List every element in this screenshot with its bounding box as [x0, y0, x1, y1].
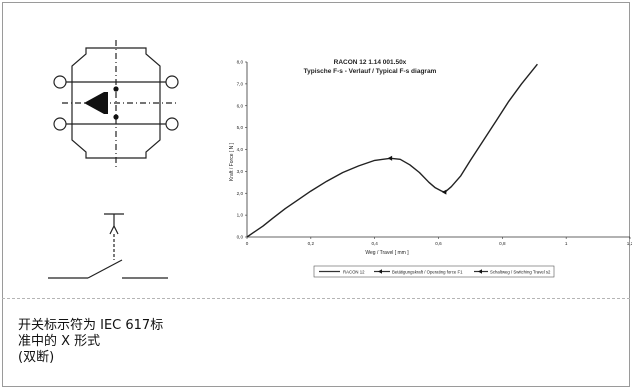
legend-entry-2: Betätigungskraft / Operating force F1 — [392, 270, 463, 275]
x-tick-label: 0 — [246, 241, 249, 246]
switch-schematic — [48, 40, 179, 279]
y-tick-label: 1,0 — [237, 213, 244, 218]
y-tick-label: 2,0 — [237, 191, 244, 196]
symbol-caption: 开关标示符为 IEC 617标 准中的 X 形式 (双断) — [18, 318, 218, 366]
contact-dot — [113, 114, 119, 120]
y-tick-label: 4,0 — [237, 147, 244, 152]
y-axis-label: Kraft / Force [ N ] — [229, 142, 235, 181]
y-tick-label: 0,0 — [237, 235, 244, 240]
contact-dot — [113, 86, 119, 92]
legend-marker-arrow-icon — [378, 269, 382, 274]
caption-line-3: (双断) — [18, 350, 55, 365]
legend-entry-1: RACON 12 — [343, 270, 365, 275]
y-tick-label: 7,0 — [237, 81, 244, 86]
y-tick-label: 3,0 — [237, 169, 244, 174]
section-divider — [2, 298, 630, 299]
series-line-racon-12 — [246, 63, 538, 238]
terminal-circle — [53, 117, 67, 131]
y-tick-label: 6,0 — [237, 103, 244, 108]
y-tick-label: 8,0 — [237, 60, 244, 65]
legend-entry-3: Schaltweg / Switching Travel s2 — [490, 270, 551, 275]
legend-marker-arrow-icon — [478, 269, 482, 274]
y-tick-label: 5,0 — [237, 125, 244, 130]
x-tick-label: 0,8 — [499, 241, 506, 246]
actuator-triangle-icon — [84, 92, 104, 114]
chart-subtitle: Typische F-s - Verlauf / Typical F-s dia… — [304, 68, 437, 75]
terminal-circle — [165, 75, 179, 89]
fs-diagram: RACON 12 1.14 001.50x Typische F-s - Ver… — [229, 59, 632, 278]
caption-line-1: 开关标示符为 IEC 617标 — [18, 318, 164, 333]
x-tick-label: 0,2 — [308, 241, 315, 246]
operating-force-marker — [387, 155, 393, 161]
x-tick-label: 0,4 — [371, 241, 378, 246]
terminal-circle — [165, 117, 179, 131]
contact-body-outline — [71, 47, 161, 159]
x-tick-label: 1,2 — [627, 241, 632, 246]
chart-title: RACON 12 1.14 001.50x — [334, 59, 407, 66]
x-tick-label: 1 — [565, 241, 568, 246]
x-axis-label: Weg / Travel [ mm ] — [365, 250, 409, 256]
caption-line-2: 准中的 X 形式 — [18, 334, 101, 349]
chart-legend: RACON 12 Betätigungskraft / Operating fo… — [313, 265, 555, 278]
switching-travel-marker — [441, 189, 447, 195]
terminal-circle — [53, 75, 67, 89]
x-tick-label: 0,6 — [435, 241, 442, 246]
